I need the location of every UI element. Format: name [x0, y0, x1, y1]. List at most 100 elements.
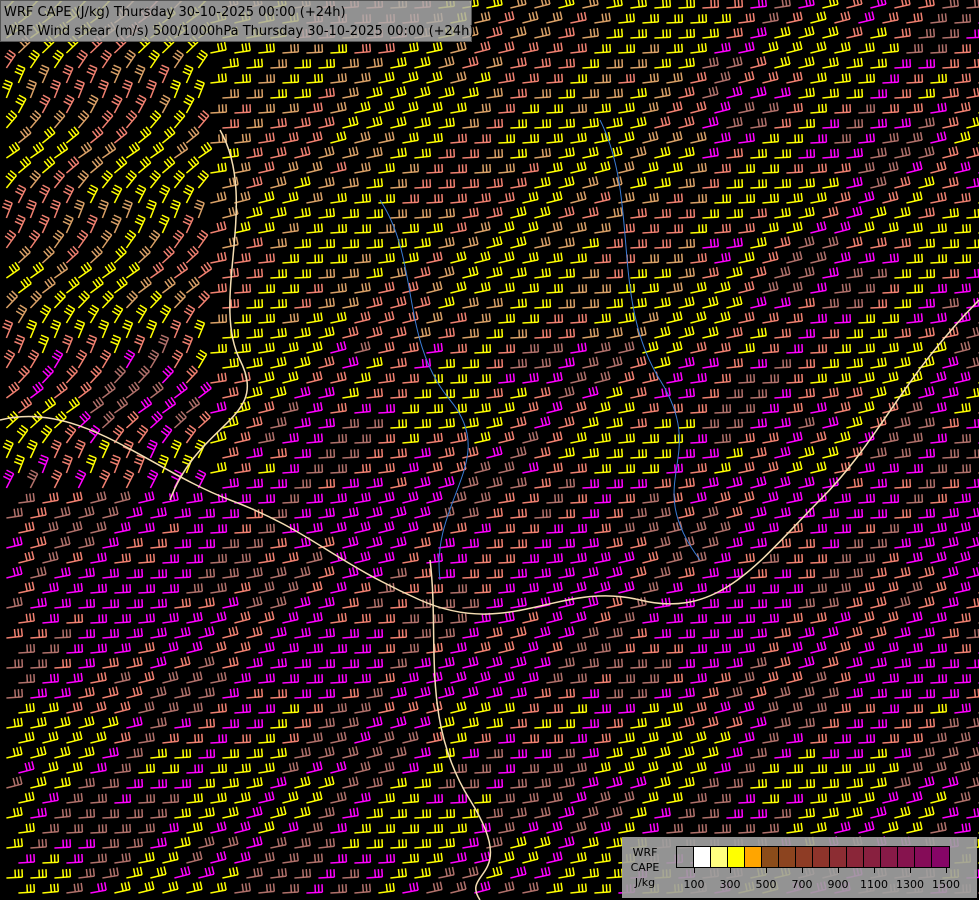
wind-barb-feather	[343, 311, 347, 320]
wind-barb-feather	[912, 133, 916, 142]
wind-barb-feather	[919, 131, 923, 141]
wind-barb-feather	[593, 238, 596, 247]
wind-barb-feather	[721, 43, 725, 52]
wind-barb	[246, 306, 263, 309]
wind-barb-feather	[793, 193, 797, 202]
wind-barb-feather	[42, 94, 51, 100]
wind-barb-feather	[413, 373, 416, 382]
wind-barb-feather	[720, 282, 724, 292]
wind-barb-feather	[665, 0, 668, 8]
wind-barb	[822, 274, 839, 279]
wind-barb-feather	[103, 172, 111, 179]
wind-barb-feather	[153, 169, 161, 177]
wind-barb-feather	[27, 202, 36, 208]
wind-barb	[246, 125, 263, 129]
wind-barb-feather	[173, 115, 181, 122]
wind-barb-feather	[640, 177, 644, 186]
wind-barb-feather	[40, 430, 49, 437]
wind-barb-feather	[67, 130, 75, 138]
wind-barb-feather	[604, 342, 608, 351]
wind-barb-feather	[941, 433, 944, 442]
wind-barb-feather	[217, 163, 221, 172]
wind-barb-feather	[877, 329, 881, 338]
wind-barb-feather	[763, 296, 767, 305]
wind-barb-feather	[30, 52, 38, 59]
wind-barb	[582, 96, 599, 99]
wind-barb-feather	[698, 194, 701, 203]
wind-barb-feather	[55, 172, 63, 179]
wind-barb	[810, 409, 827, 414]
wind-barb-feather	[38, 141, 45, 150]
wind-barb-feather	[768, 72, 772, 82]
wind-barb-feather	[22, 158, 29, 166]
wind-barb-feather	[300, 357, 304, 367]
wind-barb-feather	[536, 162, 539, 171]
wind-barb	[906, 198, 923, 204]
wind-barb-feather	[494, 119, 497, 128]
wind-barb-feather	[927, 177, 932, 186]
wind-barb-feather	[929, 298, 932, 307]
wind-barb-feather	[220, 252, 224, 261]
wind-barb-feather	[351, 357, 356, 366]
wind-barb-feather	[4, 442, 12, 448]
wind-barb-feather	[149, 175, 157, 182]
wind-barb-feather	[331, 386, 335, 395]
wind-barb-feather	[721, 133, 724, 142]
wind-barb-feather	[116, 400, 123, 409]
wind-barb-feather	[469, 329, 473, 338]
wind-barb-feather	[312, 372, 316, 382]
wind-barb	[966, 6, 979, 9]
wind-barb	[210, 80, 227, 84]
wind-barb	[246, 335, 263, 339]
wind-barb	[318, 184, 335, 189]
wind-barb-feather	[433, 133, 437, 142]
wind-barb-feather	[64, 334, 73, 339]
wind-barb-feather	[925, 239, 929, 248]
wind-barb	[366, 123, 383, 129]
wind-barb-feather	[693, 28, 696, 37]
wind-barb-feather	[523, 236, 527, 245]
wind-barb-feather	[732, 118, 736, 127]
wind-barb-feather	[38, 70, 47, 76]
wind-barb	[786, 171, 803, 174]
wind-barb-feather	[595, 146, 599, 155]
wind-barb-feather	[524, 148, 528, 157]
wind-barb-feather	[197, 352, 206, 358]
wind-barb-feather	[296, 313, 300, 322]
wind-barb-feather	[697, 373, 701, 382]
wind-barb	[161, 98, 171, 114]
wind-barb-feather	[641, 59, 644, 68]
wind-barb-feather	[723, 102, 728, 111]
wind-barb	[330, 80, 347, 84]
wind-barb	[41, 132, 56, 144]
wind-barb	[486, 395, 503, 399]
wind-barb-feather	[264, 402, 268, 411]
wind-barb	[738, 48, 755, 54]
wind-barb	[534, 155, 551, 159]
wind-barb	[606, 124, 623, 129]
wind-barb-feather	[235, 176, 239, 185]
wind-barb-feather	[497, 119, 500, 128]
wind-barb-feather	[595, 386, 599, 395]
wind-barb-feather	[121, 156, 128, 164]
wind-barb-feather	[422, 209, 425, 218]
wind-barb-feather	[613, 0, 617, 7]
wind-barb-feather	[39, 310, 48, 316]
wind-barb-feather	[943, 161, 947, 170]
wind-barb-feather	[307, 386, 311, 395]
wind-barb-feather	[408, 282, 412, 292]
wind-barb-feather	[511, 192, 515, 201]
wind-barb-feather	[644, 208, 648, 217]
wind-barb-feather	[23, 365, 30, 372]
wind-barb-feather	[49, 85, 58, 91]
wind-barb-feather	[361, 254, 365, 263]
wind-barb-feather	[313, 313, 317, 322]
wind-barb-feather	[252, 387, 256, 397]
wind-barb-feather	[532, 252, 536, 261]
wind-barb-feather	[871, 191, 875, 200]
wind-barb	[426, 201, 443, 204]
wind-barb-feather	[552, 222, 556, 232]
wind-barb	[65, 132, 80, 144]
wind-barb-feather	[481, 403, 485, 412]
wind-barb-feather	[473, 328, 476, 337]
